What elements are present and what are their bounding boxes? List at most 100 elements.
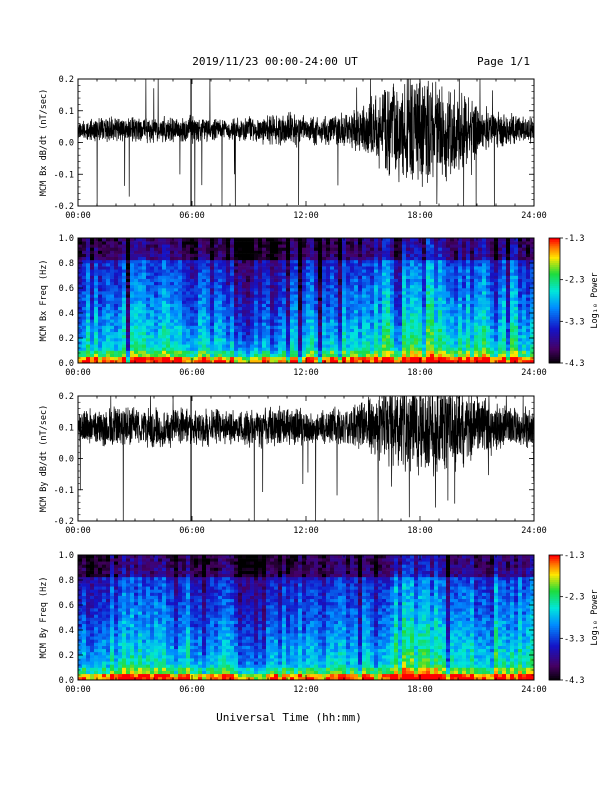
spectrogram-cell	[134, 288, 139, 292]
spectrogram-cell	[458, 241, 463, 245]
spectrogram-cell	[222, 238, 227, 242]
spectrogram-cell	[410, 284, 415, 289]
spectrogram-cell	[214, 288, 219, 292]
spectrogram-cell	[330, 353, 335, 358]
spectrogram-cell	[198, 241, 203, 245]
spectrogram-cell	[318, 309, 323, 314]
spectrogram-cell	[186, 284, 191, 289]
spectrogram-cell	[434, 356, 439, 361]
spectrogram-cell	[194, 331, 199, 336]
spectrogram-cell	[374, 347, 379, 351]
spectrogram-cell	[442, 263, 447, 267]
spectrogram-cell	[102, 313, 107, 317]
spectrogram-cell	[218, 338, 223, 342]
spectrogram-cell	[438, 306, 443, 311]
spectrogram-cell	[146, 288, 151, 292]
spectrogram-cell	[506, 263, 511, 267]
spectrogram-cell	[182, 250, 187, 254]
spectrogram-cell	[450, 300, 455, 304]
spectrogram-cell	[186, 338, 191, 342]
spectrogram-cell	[222, 253, 227, 258]
spectrogram-cell	[498, 244, 503, 248]
spectrogram-cell	[134, 269, 139, 273]
spectrogram-cell	[446, 316, 451, 320]
spectrogram-cell	[326, 319, 331, 323]
spectrogram-cell	[518, 322, 523, 326]
spectrogram-cell	[122, 278, 127, 283]
spectrogram-cell	[358, 344, 363, 348]
spectrogram-cell	[218, 281, 223, 286]
spectrogram-cell	[182, 294, 187, 298]
spectrogram-cell	[162, 325, 167, 329]
spectrogram-cell	[374, 288, 379, 292]
spectrogram-cell	[166, 238, 171, 242]
spectrogram-cell	[258, 353, 263, 358]
spectrogram-cell	[106, 284, 111, 289]
spectrogram-cell	[254, 322, 259, 326]
spectrogram-cell	[378, 341, 383, 345]
spectrogram-cell	[498, 334, 503, 339]
spectrogram-cell	[438, 263, 443, 267]
spectrogram-cell	[338, 309, 343, 314]
spectrogram-cell	[394, 300, 399, 304]
spectrogram-cell	[338, 281, 343, 286]
spectrogram-cell	[190, 306, 195, 311]
spectrogram-cell	[202, 341, 207, 345]
spectrogram-cell	[314, 356, 319, 361]
spectrogram-cell	[370, 263, 375, 267]
spectrogram-cell	[530, 297, 535, 301]
spectrogram-cell	[114, 325, 119, 329]
spectrogram-cell	[130, 300, 135, 304]
spectrogram-cell	[182, 331, 187, 336]
spectrogram-cell	[78, 350, 83, 354]
spectrogram-cell	[346, 319, 351, 323]
spectrogram-cell	[434, 288, 439, 292]
spectrogram-cell	[194, 272, 199, 276]
spectrogram-cell	[170, 334, 175, 339]
spectrogram-cell	[522, 309, 527, 314]
spectrogram-cell	[198, 344, 203, 348]
spectrogram-cell	[394, 247, 399, 251]
spectrogram-cell	[142, 294, 147, 298]
spectrogram-cell	[522, 250, 527, 254]
spectrogram-cell	[530, 328, 535, 333]
spectrogram-cell	[530, 309, 535, 314]
spectrogram-cell	[206, 306, 211, 311]
spectrogram-cell	[166, 356, 171, 361]
spectrogram-cell	[82, 294, 87, 298]
spectrogram-cell	[530, 353, 535, 358]
spectrogram-cell	[218, 353, 223, 358]
spectrogram-cell	[210, 334, 215, 339]
spectrogram-cell	[174, 259, 179, 264]
spectrogram-cell	[86, 331, 91, 336]
spectrogram-cell	[518, 241, 523, 245]
spectrogram-cell	[294, 294, 299, 298]
spectrogram-cell	[178, 294, 183, 298]
spectrogram-cell	[254, 319, 259, 323]
spectrogram-cell	[526, 331, 531, 336]
spectrogram-cell	[202, 300, 207, 304]
spectrogram-cell	[262, 250, 267, 254]
spectrogram-cell	[270, 331, 275, 336]
spectrogram-cell	[170, 297, 175, 301]
y-tick-label: 0.0	[59, 455, 74, 465]
spectrogram-cell	[310, 291, 315, 295]
spectrogram-cell	[530, 244, 535, 248]
spectrogram-cell	[514, 356, 519, 361]
spectrogram-cell	[334, 241, 339, 245]
spectrogram-cell	[210, 341, 215, 345]
spectrogram-cell	[350, 256, 355, 261]
spectrogram-cell	[462, 316, 467, 320]
spectrogram-cell	[338, 241, 343, 245]
spectrogram-cell	[378, 303, 383, 308]
spectrogram-cell	[386, 272, 391, 276]
spectrogram-cell	[282, 294, 287, 298]
spectrogram-cell	[350, 334, 355, 339]
spectrogram-cell	[302, 300, 307, 304]
spectrogram-cell	[390, 250, 395, 254]
spectrogram-cell	[206, 303, 211, 308]
spectrogram-cell	[522, 266, 527, 270]
spectrogram-cell	[290, 247, 295, 251]
spectrogram-cell	[98, 309, 103, 314]
spectrogram-cell	[90, 288, 95, 292]
